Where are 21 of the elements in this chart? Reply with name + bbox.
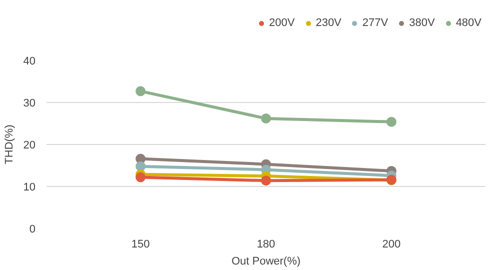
point — [136, 161, 146, 172]
y-axis-title: THD(%) — [3, 124, 16, 164]
x-tick-label: 180 — [256, 238, 276, 250]
x-tick-label: 200 — [382, 238, 401, 250]
legend-label: 230V — [316, 17, 342, 29]
x-tick-label: 150 — [131, 238, 150, 250]
y-tick-label: 10 — [23, 182, 36, 194]
y-tick-label: 40 — [23, 56, 36, 68]
y-tick-label: 0 — [29, 224, 36, 236]
legend-label: 277V — [362, 17, 388, 29]
x-axis-title: Out Power(%) — [231, 256, 301, 268]
y-tick-label: 20 — [23, 140, 36, 152]
point — [261, 176, 271, 186]
point — [136, 172, 146, 182]
point — [136, 86, 146, 96]
legend-label: 480V — [456, 17, 482, 29]
legend-label: 380V — [409, 17, 435, 29]
point — [386, 116, 396, 127]
legend-label: 200V — [269, 17, 295, 29]
y-tick-label: 30 — [23, 98, 36, 110]
point — [261, 113, 271, 124]
